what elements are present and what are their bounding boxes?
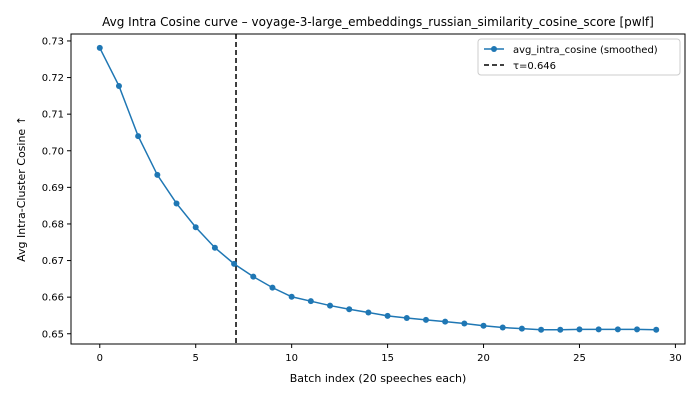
data-point	[154, 171, 161, 178]
data-point	[288, 293, 295, 300]
data-point	[442, 318, 449, 325]
y-tick-label: 0.72	[42, 73, 64, 84]
data-point	[327, 302, 334, 309]
data-point	[269, 284, 276, 291]
x-tick-label: 10	[285, 353, 298, 364]
x-tick-label: 5	[193, 353, 199, 364]
data-point	[365, 309, 372, 316]
x-tick-label: 20	[477, 353, 490, 364]
data-point	[518, 325, 525, 332]
x-axis: 0 5 10 15 20 25 30	[97, 344, 682, 364]
data-point	[192, 224, 199, 231]
data-point	[614, 326, 621, 333]
y-tick-label: 0.68	[42, 219, 64, 230]
x-tick-label: 25	[573, 353, 586, 364]
y-tick-label: 0.66	[42, 293, 64, 304]
chart-title: Avg Intra Cosine curve – voyage-3-large_…	[102, 15, 654, 29]
data-point	[634, 326, 641, 333]
series-line	[99, 47, 657, 331]
legend: avg_intra_cosine (smoothed) τ=0.646	[477, 38, 681, 76]
data-point	[173, 200, 180, 207]
legend-series-marker	[491, 46, 497, 52]
data-point	[461, 320, 468, 327]
data-point	[653, 326, 660, 333]
y-tick-label: 0.65	[42, 329, 64, 340]
y-tick-label: 0.73	[42, 36, 64, 47]
data-point	[595, 326, 602, 333]
legend-frame	[477, 38, 681, 76]
legend-series-label: avg_intra_cosine (smoothed)	[513, 45, 658, 56]
data-point	[231, 260, 238, 267]
data-point	[557, 326, 564, 333]
y-tick-label: 0.67	[42, 256, 64, 267]
data-point	[384, 312, 391, 319]
y-axis-label: Avg Intra-Cluster Cosine ↑	[15, 116, 28, 262]
series-layer	[96, 44, 660, 333]
data-point	[250, 273, 257, 280]
y-tick-label: 0.70	[42, 146, 64, 157]
plot-area	[70, 33, 686, 345]
data-point	[403, 315, 410, 322]
legend-threshold-label: τ=0.646	[513, 61, 556, 72]
data-point	[96, 44, 103, 51]
y-axis: 0.65 0.66 0.67 0.68 0.69 0.70 0.71 0.72 0.73	[42, 36, 71, 340]
data-point	[499, 324, 506, 331]
data-point	[538, 326, 545, 333]
data-point	[346, 306, 353, 313]
x-tick-label: 0	[97, 353, 103, 364]
x-tick-label: 15	[381, 353, 394, 364]
data-point	[480, 322, 487, 329]
data-point	[135, 133, 142, 140]
data-point	[307, 298, 314, 305]
data-point	[115, 82, 122, 89]
y-tick-label: 0.71	[42, 110, 64, 121]
y-tick-label: 0.69	[42, 183, 64, 194]
x-tick-label: 30	[669, 353, 682, 364]
data-point	[422, 316, 429, 323]
x-axis-label: Batch index (20 speeches each)	[290, 372, 467, 385]
data-point	[576, 326, 583, 333]
data-point	[211, 244, 218, 251]
